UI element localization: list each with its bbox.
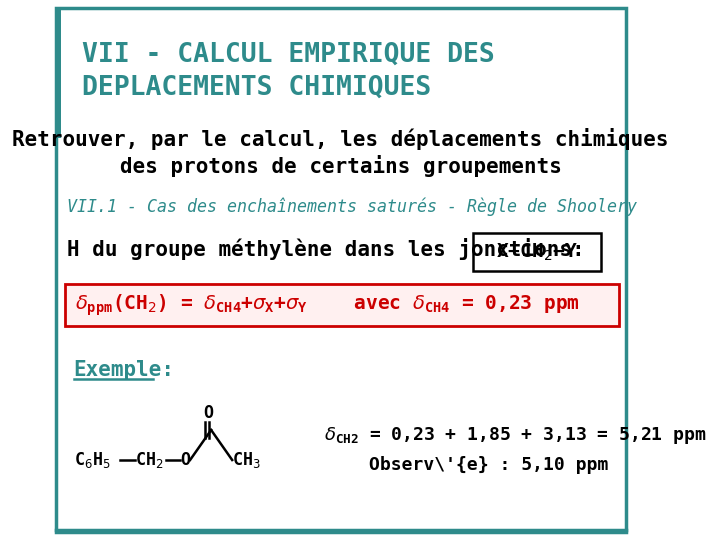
Text: Observ\'{e} : 5,10 ppm: Observ\'{e} : 5,10 ppm [369,456,608,474]
FancyBboxPatch shape [55,8,60,138]
Text: X$\mathregular{-}$CH$_2$$\mathregular{-}$Y: X$\mathregular{-}$CH$_2$$\mathregular{-}… [496,241,578,262]
Text: DEPLACEMENTS CHIMIQUES: DEPLACEMENTS CHIMIQUES [81,75,431,101]
Text: $\delta_{\mathregular{ppm}}$(CH$_2$) = $\delta_{\mathregular{CH4}}$+$\sigma_\mat: $\delta_{\mathregular{ppm}}$(CH$_2$) = $… [75,292,580,318]
Text: $\delta_{\mathregular{CH2}}$ = 0,23 + 1,85 + 3,13 = 5,21 ppm: $\delta_{\mathregular{CH2}}$ = 0,23 + 1,… [325,424,707,445]
FancyBboxPatch shape [472,233,601,271]
FancyBboxPatch shape [66,284,619,326]
Text: Exemple:: Exemple: [73,360,174,380]
Text: VII - CALCUL EMPIRIQUE DES: VII - CALCUL EMPIRIQUE DES [81,42,495,68]
Text: O: O [203,404,213,422]
Text: C$_6$H$_5$: C$_6$H$_5$ [73,450,110,470]
Text: VII.1 - Cas des enchaînements saturés - Règle de Shoolery: VII.1 - Cas des enchaînements saturés - … [67,198,637,217]
Text: H du groupe méthylène dans les jonctions:: H du groupe méthylène dans les jonctions… [67,238,585,260]
Text: des protons de certains groupements: des protons de certains groupements [120,155,562,177]
Text: Retrouver, par le calcul, les déplacements chimiques: Retrouver, par le calcul, les déplacemen… [12,128,669,150]
Text: CH$_2$: CH$_2$ [135,450,163,470]
Text: CH$_3$: CH$_3$ [232,450,261,470]
Text: O: O [181,451,190,469]
